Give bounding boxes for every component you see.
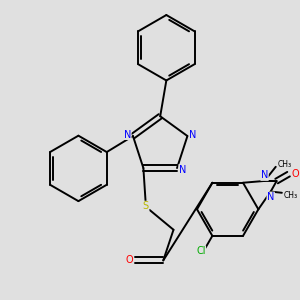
Text: N: N [124,130,131,140]
Text: N: N [261,170,268,180]
Text: CH₃: CH₃ [277,160,291,169]
Text: N: N [189,130,197,140]
Text: N: N [267,192,274,202]
Text: N: N [179,165,186,175]
Text: O: O [125,255,133,266]
Text: O: O [292,169,299,179]
Text: Cl: Cl [196,246,206,256]
Text: CH₃: CH₃ [284,191,298,200]
Text: S: S [143,201,149,211]
